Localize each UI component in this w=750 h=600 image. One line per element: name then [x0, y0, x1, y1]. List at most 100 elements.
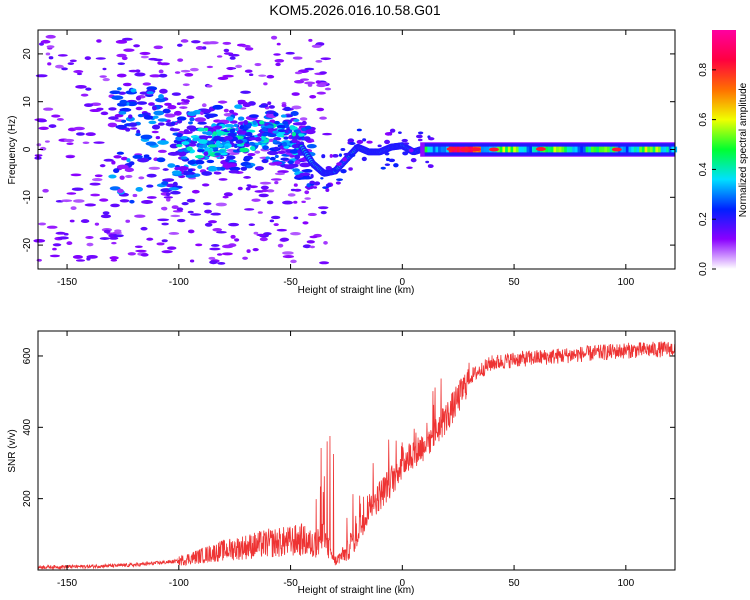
colorbar-tick-label: 0.0: [698, 262, 709, 276]
spectrogram-cell: [129, 199, 135, 204]
spectrogram-cell: [502, 146, 506, 153]
spectrogram-cell: [210, 212, 222, 216]
spectrogram-cell: [164, 178, 175, 182]
spectrogram-cell: [243, 120, 249, 125]
spectrogram-cell: [273, 112, 279, 117]
spectrogram-cell: [480, 146, 484, 153]
spectrogram-cell: [146, 196, 157, 199]
spectrogram-cell: [204, 209, 212, 214]
spectrogram-cell: [140, 134, 153, 140]
spectrogram-cell: [471, 147, 482, 152]
spectrogram-cell: [324, 87, 332, 91]
spectrogram-cell: [607, 146, 611, 153]
spectrogram-cell: [125, 116, 135, 122]
spectrogram-cell: [294, 71, 303, 75]
spectrogram-cell: [256, 166, 263, 171]
spectrogram-cell: [325, 166, 332, 171]
spectrogram-cell: [190, 213, 202, 216]
spectrogram-cell: [167, 163, 176, 168]
spectrogram-cell: [456, 146, 460, 153]
spectrogram-cell: [401, 138, 408, 143]
spectrogram-cell: [180, 69, 191, 73]
spectrogram-cell: [261, 189, 269, 193]
spectrogram-cell: [320, 57, 332, 61]
spectrogram-cell: [176, 43, 183, 47]
spectrogram-cell: [425, 160, 430, 164]
spectrogram-cell: [100, 214, 112, 219]
spectrogram-cell: [234, 104, 243, 109]
spectrogram-cell: [246, 249, 251, 253]
spectrogram-cell: [115, 39, 128, 44]
spectrogram-cell: [282, 121, 289, 125]
spectrogram-cell: [408, 148, 414, 153]
spectrogram-cell: [187, 160, 196, 165]
spectrogram-cell: [171, 205, 179, 210]
spectrogram-cell: [42, 188, 49, 193]
spectrogram-cell: [402, 151, 409, 156]
spectrogram-cell: [340, 168, 347, 174]
spectrogram-cell: [176, 218, 186, 223]
spectrogram-cell: [86, 242, 94, 247]
spectrogram-cell: [336, 162, 342, 166]
spectrogram-cell: [406, 166, 413, 170]
spectrogram-cell: [108, 107, 117, 111]
spectrogram-cell: [284, 129, 289, 134]
spectrogram-cell: [545, 146, 549, 153]
spectrogram-x-label: Height of straight line (km): [298, 285, 415, 296]
spectrogram-cell: [427, 137, 435, 141]
spectrogram-cell: [290, 232, 301, 236]
spectrogram-cell: [389, 128, 396, 133]
spectrogram-cell: [291, 92, 300, 96]
spectrogram-cell: [307, 212, 317, 217]
spectrogram-cell: [176, 207, 184, 212]
spectrogram-cell: [67, 62, 75, 66]
spectrogram-y-label: Frequency (Hz): [7, 116, 18, 185]
spectrogram-cell: [215, 202, 227, 207]
spectrogram-cell: [213, 135, 222, 140]
spectrogram-cell: [427, 146, 431, 153]
spectrogram-cell: [191, 189, 200, 194]
spectrogram-cell: [628, 146, 632, 153]
spectrogram-cell: [290, 259, 297, 264]
spectrogram-cell: [258, 104, 267, 108]
spectrogram-cell: [417, 131, 424, 135]
spectrogram-cell: [34, 154, 43, 157]
spectrogram-cell: [180, 156, 188, 160]
spectrogram-cell: [248, 137, 258, 141]
spectrogram-cell: [459, 147, 470, 152]
spectrogram-cell: [231, 137, 239, 141]
spectrogram-cell: [43, 107, 54, 111]
spectrogram-cell: [415, 134, 423, 139]
spectrogram-cell: [201, 171, 213, 176]
spectrogram-cell: [169, 128, 181, 132]
spectrogram-cell: [223, 135, 234, 141]
spectrogram-cell: [262, 145, 269, 150]
spectrogram-cell: [207, 149, 212, 154]
spectrogram-cell: [585, 146, 589, 153]
spectrogram-cell: [245, 131, 253, 137]
spectrogram-cell: [148, 102, 155, 106]
spectrogram-cell: [119, 107, 132, 112]
spectrogram-cell: [103, 158, 114, 162]
spectrogram-cell: [136, 101, 148, 105]
spectrogram-cell: [254, 62, 262, 67]
spectrogram-cell: [245, 164, 253, 169]
spectrogram-cell: [309, 235, 318, 239]
spectrogram-cell: [277, 170, 289, 174]
spectrogram-cell: [290, 188, 296, 192]
spectrogram-cell: [225, 116, 234, 122]
spectrogram-cell: [362, 138, 367, 142]
x-tick-label: -150: [57, 578, 77, 589]
spectrogram-cell: [108, 174, 117, 179]
spectrogram-cell: [274, 181, 279, 185]
spectrogram-cell: [110, 259, 118, 262]
spectrogram-cell: [73, 70, 84, 74]
spectrogram-cell: [91, 178, 103, 182]
spectrogram-cell: [529, 146, 533, 153]
spectrogram-cell: [46, 225, 58, 229]
spectrogram-cell: [398, 131, 402, 135]
spectrogram-cell: [257, 211, 263, 214]
spectrogram-cell: [259, 237, 268, 242]
spectrogram-cell: [149, 74, 162, 78]
